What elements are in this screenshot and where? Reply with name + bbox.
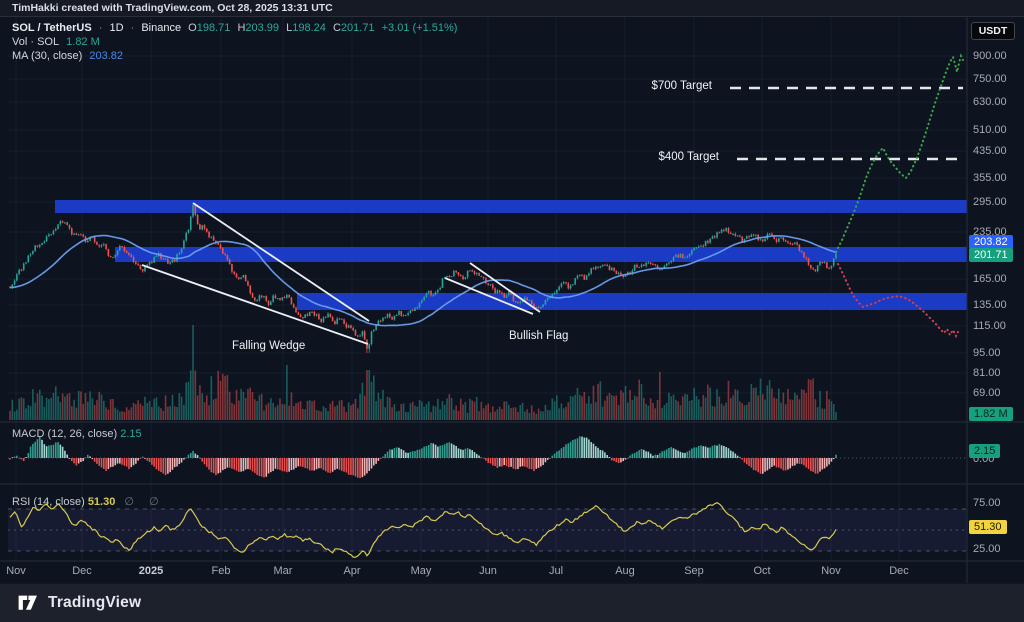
open-letter: O	[188, 22, 197, 34]
time-axis-label: Sep	[684, 565, 704, 577]
price-tick-label: 510.00	[973, 124, 1007, 136]
macd-legend: MACD (12, 26, close) 2.15	[12, 428, 142, 440]
volume-axis-label: 1.82 M	[969, 407, 1013, 421]
rsi-axis-label: 51.30	[969, 520, 1007, 534]
attribution-text: TimHakki created with TradingView.com, O…	[12, 2, 333, 14]
exchange-label: Binance	[141, 22, 182, 34]
price-tick-label: 81.00	[973, 367, 1001, 379]
price-tick-label: 355.00	[973, 172, 1007, 184]
time-axis-label: Dec	[72, 565, 92, 577]
open-number: 198.71	[196, 22, 231, 34]
tradingview-brand[interactable]: TradingView	[48, 594, 142, 611]
time-axis-label: Aug	[615, 565, 635, 577]
price-tick-label: 165.00	[973, 273, 1007, 285]
interval-label[interactable]: 1D	[109, 22, 124, 34]
volume-label[interactable]: Vol · SOL	[12, 36, 60, 48]
footer-bar: TradingView	[0, 583, 1024, 622]
price-tick-label: 295.00	[973, 196, 1007, 208]
low-letter: L	[286, 22, 293, 34]
ma-value: 203.82	[89, 50, 124, 62]
macd-value: 2.15	[120, 428, 142, 440]
time-axis-label: Mar	[273, 565, 293, 577]
rsi-value: 51.30	[87, 496, 116, 508]
close-number: 201.71	[340, 22, 375, 34]
close-value: C201.71	[333, 22, 375, 34]
price-tick-label: 95.00	[973, 347, 1001, 359]
hide-source-icons[interactable]: ∅ ∅	[124, 496, 165, 508]
price-tick-label: 900.00	[973, 50, 1007, 62]
price-tick-label: 435.00	[973, 145, 1007, 157]
macd-axis-label: 2.15	[969, 444, 1001, 458]
time-axis-label: Dec	[889, 565, 909, 577]
ma-price-label: 203.82	[969, 235, 1013, 249]
change-value: +3.01 (+1.51%)	[381, 22, 458, 34]
open-value: O198.71	[188, 22, 230, 34]
pattern-annotation: Bullish Flag	[509, 330, 569, 342]
high-value: H203.99	[237, 22, 279, 34]
symbol-title[interactable]: SOL / TetherUS	[12, 22, 92, 34]
tradingview-logo-icon[interactable]	[18, 593, 40, 613]
low-value: L198.24	[286, 22, 326, 34]
target-annotation-400: $400 Target	[658, 151, 719, 163]
price-tick-label: 750.00	[973, 73, 1007, 85]
pattern-annotation: Falling Wedge	[232, 340, 306, 352]
separator: ·	[98, 22, 103, 34]
macd-label[interactable]: MACD (12, 26, close)	[12, 428, 118, 440]
time-axis-label: May	[410, 565, 432, 577]
price-tick-label: 115.00	[973, 320, 1006, 332]
time-axis-label: Jun	[479, 565, 497, 577]
time-axis-label: Nov	[821, 565, 841, 577]
rsi-tick-label: 25.00	[973, 543, 1001, 555]
time-axis-label: Jul	[548, 565, 564, 577]
low-number: 198.24	[292, 22, 326, 34]
symbol-row: SOL / TetherUS · 1D · Binance O198.71 H2…	[12, 21, 461, 35]
currency-toggle-button[interactable]: USDT	[971, 22, 1015, 40]
separator: ·	[130, 22, 135, 34]
time-axis-label: Apr	[343, 565, 361, 577]
time-axis-label: Nov	[6, 565, 26, 577]
last-price-label: 201.71	[969, 248, 1013, 262]
rsi-tick-label: 75.00	[973, 497, 1001, 509]
time-axis-label: Feb	[211, 565, 231, 577]
price-tick-label: 630.00	[973, 96, 1007, 108]
ma-row: MA (30, close) 203.82	[12, 49, 461, 63]
volume-value: 1.82 M	[66, 36, 100, 48]
main-legend: SOL / TetherUS · 1D · Binance O198.71 H2…	[12, 21, 461, 63]
target-annotation-700: $700 Target	[651, 80, 712, 92]
price-tick-label: 135.00	[973, 299, 1007, 311]
high-letter: H	[237, 22, 246, 34]
price-tick-label: 69.00	[973, 387, 1001, 399]
volume-row: Vol · SOL 1.82 M	[12, 35, 461, 49]
high-number: 203.99	[245, 22, 280, 34]
time-axis-label: 2025	[138, 565, 164, 577]
ma-label[interactable]: MA (30, close)	[12, 50, 83, 62]
rsi-label[interactable]: RSI (14, close)	[12, 496, 85, 508]
attribution-bar: TimHakki created with TradingView.com, O…	[0, 0, 1024, 17]
time-axis-label: Oct	[753, 565, 771, 577]
rsi-legend: RSI (14, close) 51.30 ∅ ∅	[12, 495, 165, 508]
close-letter: C	[332, 22, 341, 34]
